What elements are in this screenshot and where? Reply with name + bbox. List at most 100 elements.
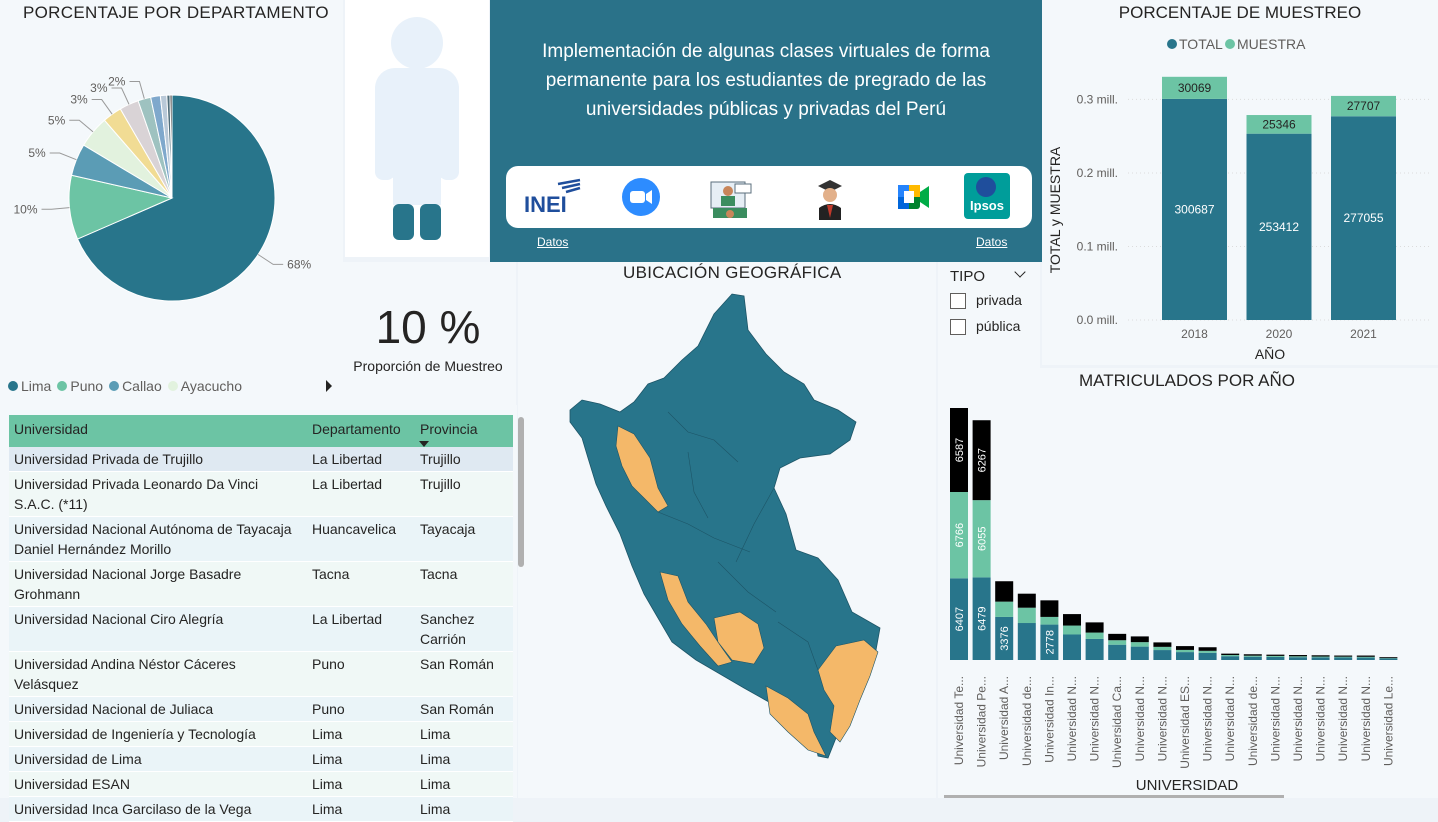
data-link-right[interactable]: Datos <box>976 235 1007 249</box>
pie-legend-item[interactable]: Callao <box>109 378 162 394</box>
legend-dot <box>8 381 18 391</box>
legend-label: Lima <box>21 378 51 394</box>
enrolled-bar-segment[interactable] <box>1199 651 1217 653</box>
enrolled-bar-segment[interactable] <box>1131 647 1149 660</box>
enrolled-bar-segment[interactable] <box>1063 626 1081 635</box>
enrolled-bar-segment[interactable] <box>1289 655 1307 656</box>
enrolled-bar-segment[interactable] <box>1108 645 1126 660</box>
enrolled-bar-segment[interactable] <box>1131 636 1149 642</box>
col-universidad[interactable]: Universidad <box>9 415 307 447</box>
enrolled-bar-segment[interactable] <box>1018 594 1036 608</box>
enrolled-bar-segment[interactable] <box>1153 647 1171 650</box>
pie-legend-item[interactable]: Lima <box>8 378 51 394</box>
enrolled-bar-segment[interactable] <box>1086 633 1104 639</box>
enrolled-bar-segment[interactable] <box>1244 656 1262 657</box>
cell-provincia: Lima <box>415 772 513 797</box>
enrolled-bar-segment[interactable] <box>1357 656 1375 657</box>
enrolled-bar-segment[interactable] <box>1379 658 1397 660</box>
enrolled-bar-segment[interactable] <box>1086 639 1104 660</box>
enrolled-bar-segment[interactable] <box>1357 658 1375 660</box>
enrolled-bar-segment[interactable] <box>1244 654 1262 655</box>
enrolled-bar-segment[interactable] <box>1199 647 1217 651</box>
table-row[interactable]: Universidad Andina Néstor Cáceres Velásq… <box>9 652 513 697</box>
inei-logo[interactable]: INEI <box>524 178 582 218</box>
enrolled-bar-segment[interactable] <box>1018 608 1036 623</box>
enrolled-bar-segment[interactable] <box>1131 642 1149 646</box>
enrolled-bar-segment[interactable] <box>1312 657 1330 660</box>
enrolled-bar-segment[interactable] <box>1108 640 1126 644</box>
enrolled-bar-segment[interactable] <box>1221 655 1239 656</box>
cell-universidad: Universidad Inca Garcilaso de la Vega <box>9 797 307 822</box>
chevron-down-icon[interactable] <box>1014 266 1025 277</box>
col-departamento[interactable]: Departamento <box>307 415 415 447</box>
enrolled-bar-segment[interactable] <box>1334 656 1352 657</box>
sampling-legend-label[interactable]: TOTAL <box>1179 36 1223 52</box>
ipsos-logo[interactable]: Ipsos <box>964 173 1010 219</box>
enrolled-bar-segment[interactable] <box>1312 657 1330 658</box>
enrolled-bar-segment[interactable] <box>1266 655 1284 656</box>
enrolled-bar-segment[interactable] <box>1221 654 1239 655</box>
checkbox-privada[interactable] <box>950 293 966 309</box>
enrolled-bar-segment[interactable] <box>1176 652 1194 660</box>
enrolled-bar-segment[interactable] <box>1312 655 1330 656</box>
vertical-scrollbar[interactable] <box>518 417 524 567</box>
enrolled-bar-segment[interactable] <box>995 602 1013 617</box>
virtual-class-icon[interactable] <box>709 178 753 220</box>
enrolled-bar-segment[interactable] <box>995 581 1013 601</box>
enrolled-bar-segment[interactable] <box>1244 657 1262 660</box>
table-row[interactable]: Universidad Nacional Jorge Basadre Grohm… <box>9 562 513 607</box>
pie-legend-item[interactable]: Puno <box>57 378 103 394</box>
google-meet-icon[interactable] <box>898 182 930 212</box>
data-link-left[interactable]: Datos <box>537 235 568 249</box>
table-row[interactable]: Universidad Nacional Autónoma de Tayacaj… <box>9 517 513 562</box>
enrolled-bar-segment[interactable] <box>1289 657 1307 660</box>
enrolled-bar-segment[interactable] <box>1176 650 1194 652</box>
enrolled-bar-segment[interactable] <box>1153 642 1171 646</box>
enrolled-bar-segment[interactable] <box>1018 623 1036 660</box>
enrolled-bar-segment[interactable] <box>1199 653 1217 660</box>
enrolled-bar-segment[interactable] <box>1086 622 1104 632</box>
enrolled-bar-segment[interactable] <box>1334 657 1352 660</box>
legend-next-arrow-icon[interactable] <box>326 380 332 392</box>
enrolled-bar-segment[interactable] <box>1153 650 1171 660</box>
graduate-icon[interactable] <box>816 178 844 220</box>
enrolled-bar-segment[interactable] <box>1040 617 1058 625</box>
table-row[interactable]: Universidad Privada Leonardo Da Vinci S.… <box>9 472 513 517</box>
filter-option-publica[interactable]: pública <box>950 318 1020 335</box>
enrolled-bar-segment[interactable] <box>1266 657 1284 660</box>
enrolled-bar-segment[interactable] <box>1379 657 1397 658</box>
enrolled-bar-segment[interactable] <box>1289 656 1307 657</box>
zoom-icon[interactable] <box>622 178 660 216</box>
pie-data-label: 10% <box>13 202 37 216</box>
pie-leader-line <box>129 81 144 98</box>
university-table: Universidad Departamento Provincia Unive… <box>0 405 517 798</box>
enrolled-data-label: 6055 <box>977 527 989 551</box>
pie-chart[interactable]: 68%10%5%5%3%3%2% <box>0 30 343 400</box>
enrolled-bar-segment[interactable] <box>1108 634 1126 640</box>
x-tick-label: Universidad N... <box>1088 676 1102 761</box>
enrolled-bar-segment[interactable] <box>1040 600 1058 617</box>
enrolled-bar-segment[interactable] <box>1063 634 1081 660</box>
sampling-legend-label[interactable]: MUESTRA <box>1237 36 1306 52</box>
enrolled-bar-segment[interactable] <box>1266 656 1284 657</box>
enrolled-bar-segment[interactable] <box>1334 657 1352 658</box>
enrolled-bar-segment[interactable] <box>1063 614 1081 625</box>
proportion-card: 10 % Proporción de Muestreo <box>343 262 516 405</box>
checkbox-publica[interactable] <box>950 319 966 335</box>
filter-option-privada[interactable]: privada <box>950 292 1022 309</box>
pie-legend-item[interactable]: Ayacucho <box>168 378 242 394</box>
col-provincia[interactable]: Provincia <box>415 415 513 447</box>
enrolled-bar-segment[interactable] <box>1357 657 1375 658</box>
peru-map[interactable] <box>518 262 936 798</box>
enrolled-bar-segment[interactable] <box>1176 646 1194 650</box>
enrolled-bar-segment[interactable] <box>1221 656 1239 660</box>
